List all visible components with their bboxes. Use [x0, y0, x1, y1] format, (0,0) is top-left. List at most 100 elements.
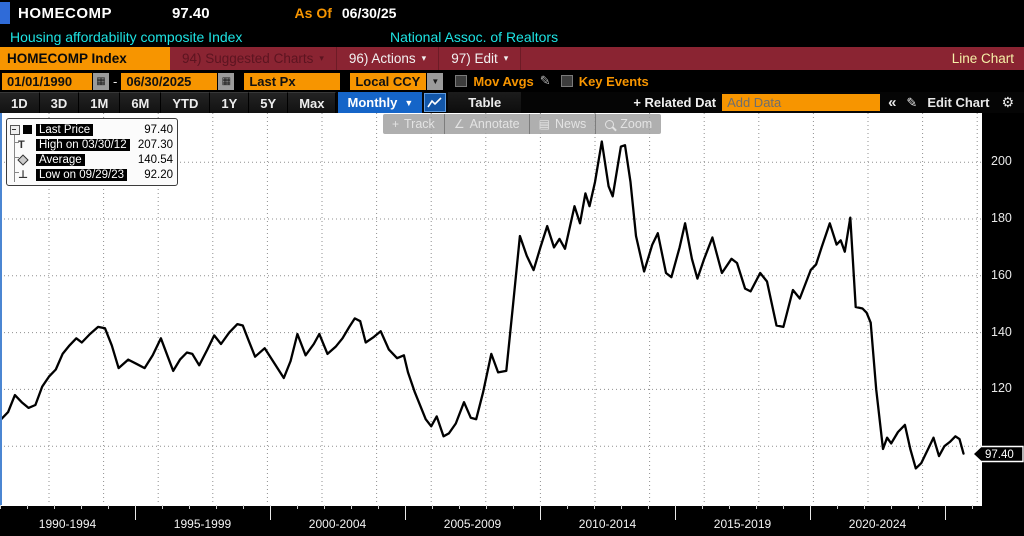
chevron-down-icon: ▾: [503, 53, 509, 63]
security-source: National Assoc. of Realtors: [390, 28, 559, 45]
time-axis-section-label: 1995-1999: [173, 517, 232, 531]
time-axis-minor-tick: [783, 505, 784, 509]
tab-range-6m[interactable]: 6M: [120, 92, 162, 113]
related-data-button[interactable]: + Related Dat: [633, 95, 717, 110]
time-axis-section-divider: [945, 505, 946, 520]
tab-range-3d[interactable]: 3D: [39, 92, 80, 113]
time-axis-minor-tick: [81, 505, 82, 509]
add-data-input[interactable]: [722, 94, 881, 111]
time-axis-section-label: 2000-2004: [308, 517, 367, 531]
date-range-separator: -: [113, 73, 118, 89]
time-axis-minor-tick: [54, 505, 55, 509]
title-bar: HOMECOMP 97.40 As Of 06/30/25: [0, 0, 1024, 26]
chart-tool-track[interactable]: + Track: [383, 114, 445, 134]
period-label: Monthly: [347, 95, 398, 110]
chart-style-button[interactable]: [424, 93, 447, 112]
start-date-calendar-icon[interactable]: ▦: [93, 72, 109, 90]
line-chart-icon: [427, 96, 442, 107]
time-axis-section-divider: [810, 505, 811, 520]
tab-table[interactable]: Table: [448, 92, 522, 113]
currency-select[interactable]: Local CCY: [350, 72, 427, 90]
price-axis-tick-label: 140: [991, 324, 1012, 339]
end-date-calendar-icon[interactable]: ▦: [218, 72, 235, 90]
chart-settings-toolbar: 01/01/1990 ▦ - 06/30/2025 ▦ Last Px Loca…: [0, 70, 1024, 92]
time-axis-minor-tick: [27, 505, 28, 509]
time-axis-minor-tick: [216, 505, 217, 509]
period-dropdown[interactable]: Monthly ▼: [338, 92, 423, 113]
price-axis-tick-label: 160: [991, 267, 1012, 282]
time-axis-minor-tick: [162, 505, 163, 509]
tab-range-ytd[interactable]: YTD: [161, 92, 211, 113]
legend-tree-rail: [14, 150, 21, 167]
average-marker-icon: [10, 150, 36, 167]
legend-label: Average: [36, 153, 85, 166]
time-axis: 1990-1994 1995-1999 2000-2004 2005-2009 2010…: [0, 505, 1024, 536]
legend-row: ⊥ Low on 09/29/23 92.20: [10, 165, 173, 182]
time-axis-minor-tick: [351, 505, 352, 509]
legend-row: T High on 03/30/12 207.30: [10, 135, 173, 152]
time-axis-minor-tick: [189, 505, 190, 509]
tab-range-1d[interactable]: 1D: [0, 92, 40, 113]
price-axis-tick-label: 200: [991, 154, 1012, 169]
price-axis-tick-label: 180: [991, 211, 1012, 225]
legend-expander-icon[interactable]: [10, 124, 20, 135]
chart-legend[interactable]: Last Price 97.40 T High on 03/30/12 207.30 Av…: [6, 118, 178, 186]
series-swatch: [23, 125, 32, 134]
end-date-field[interactable]: 06/30/2025: [121, 72, 218, 90]
time-axis-minor-tick: [486, 505, 487, 509]
time-axis-minor-tick: [837, 505, 838, 509]
time-axis-minor-tick: [729, 505, 730, 509]
chart-tool-zoom[interactable]: Zoom: [596, 114, 661, 134]
time-axis-minor-tick: [891, 505, 892, 509]
menu-item-label: 96) Actions: [348, 51, 416, 66]
chevron-down-icon: ▾: [421, 53, 427, 63]
price-axis: 200 180 160 140 120: [982, 113, 1024, 505]
time-axis-minor-tick: [756, 505, 757, 509]
legend-value: 97.40: [144, 123, 173, 136]
legend-value: 207.30: [137, 138, 173, 151]
edit-chart-pencil-icon[interactable]: ✎: [906, 94, 918, 110]
security-description-row: Housing affordability composite Index Na…: [0, 26, 1024, 47]
start-date-field[interactable]: 01/01/1990: [2, 72, 92, 90]
time-axis-minor-tick: [0, 505, 1, 509]
legend-row: Last Price 97.40: [10, 122, 173, 137]
price-line-chart: [0, 113, 982, 505]
high-glyph: T: [18, 138, 25, 151]
chevron-down-icon: ▾: [319, 53, 324, 63]
chart-type-label: Line Chart: [951, 51, 1014, 66]
time-axis-minor-tick: [243, 505, 244, 509]
gear-icon[interactable]: ⚙: [1001, 94, 1014, 110]
security-ticker-box[interactable]: HOMECOMP Index: [0, 47, 170, 70]
magnifier-icon: [605, 119, 615, 129]
legend-label: High on 03/30/12: [36, 138, 130, 151]
time-axis-minor-tick: [108, 505, 109, 509]
time-axis-minor-tick: [378, 505, 379, 509]
mov-avgs-label: Mov Avgs: [473, 73, 534, 89]
time-axis-minor-tick: [594, 505, 595, 509]
time-axis-section-divider: [135, 505, 136, 520]
collapse-button[interactable]: «: [888, 94, 897, 111]
legend-label: Low on 09/29/23: [36, 168, 128, 181]
ticker-symbol: HOMECOMP: [18, 4, 112, 22]
track-icon: +: [392, 117, 400, 131]
terminal-corner-accent: [0, 2, 10, 24]
mov-avgs-checkbox[interactable]: [455, 75, 468, 87]
key-events-checkbox[interactable]: [560, 75, 573, 87]
tab-range-max[interactable]: Max: [288, 92, 337, 113]
as-of-date: 06/30/25: [341, 5, 397, 21]
low-glyph: ⊥: [18, 168, 29, 181]
menu-item-label: 94) Suggested Charts: [182, 51, 314, 66]
tab-range-1y[interactable]: 1Y: [210, 92, 250, 113]
function-menu-bar: HOMECOMP Index 94) Suggested Charts ▾ 96) …: [0, 47, 1024, 70]
edit-chart-button[interactable]: Edit Chart: [927, 95, 990, 110]
price-field-select[interactable]: Last Px: [244, 72, 341, 90]
chart-tool-news[interactable]: ▤ News: [530, 114, 597, 134]
mov-avgs-pencil-icon[interactable]: ✎: [539, 73, 551, 88]
menu-item-----edit[interactable]: 97) Edit ▾: [439, 47, 522, 70]
menu-item-----actions[interactable]: 96) Actions ▾: [337, 47, 440, 70]
currency-dropdown-icon[interactable]: ▼: [427, 72, 444, 90]
news-icon: ▤: [538, 117, 550, 131]
chart-tool-annotate[interactable]: ∠ Annotate: [445, 114, 530, 134]
tab-range-5y[interactable]: 5Y: [249, 92, 289, 113]
tab-range-1m[interactable]: 1M: [79, 92, 121, 113]
